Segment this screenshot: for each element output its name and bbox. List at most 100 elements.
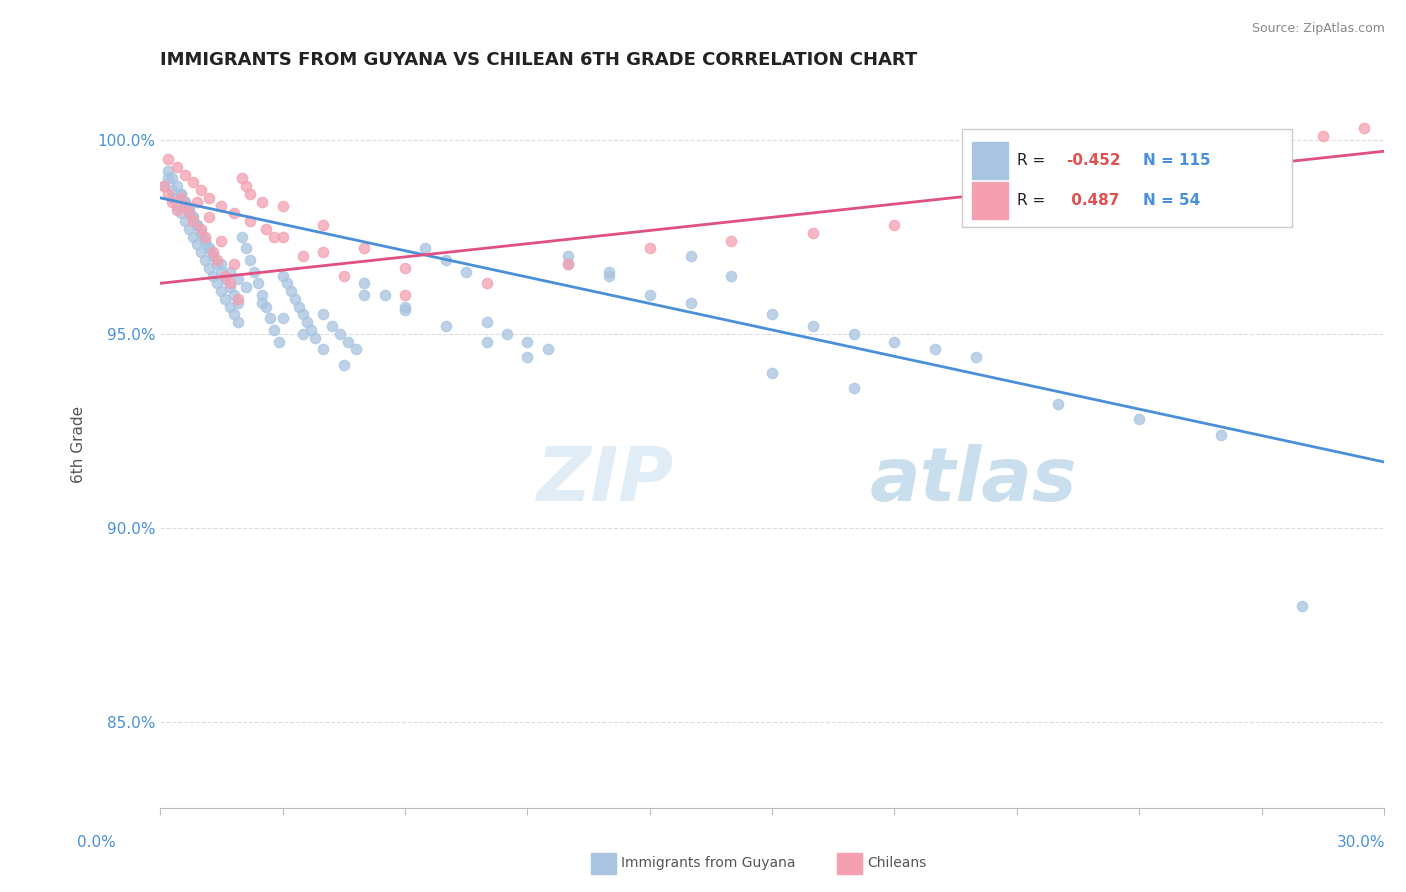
Point xyxy=(181,175,204,189)
Point xyxy=(194,229,217,244)
Point xyxy=(194,234,217,248)
Point xyxy=(965,350,987,364)
Point xyxy=(353,241,375,255)
Text: 30.0%: 30.0% xyxy=(1337,836,1385,850)
Point xyxy=(679,249,702,263)
Point xyxy=(153,179,176,194)
Point xyxy=(434,318,457,333)
Point xyxy=(842,326,865,341)
Point xyxy=(720,268,742,283)
Point xyxy=(496,326,519,341)
Point xyxy=(162,194,184,209)
Point xyxy=(271,229,294,244)
Point xyxy=(353,277,375,291)
Point xyxy=(222,206,245,220)
Point xyxy=(198,211,221,225)
Point xyxy=(475,315,498,329)
Point xyxy=(194,234,217,248)
Point xyxy=(177,206,200,220)
Point xyxy=(761,307,783,321)
Point xyxy=(353,288,375,302)
Point xyxy=(222,307,245,321)
Point xyxy=(157,163,180,178)
Point xyxy=(263,229,285,244)
Point xyxy=(312,218,335,232)
Point xyxy=(162,191,184,205)
Point xyxy=(214,268,236,283)
Point xyxy=(1209,427,1232,442)
Point xyxy=(344,343,367,357)
Point xyxy=(166,199,188,213)
Point xyxy=(186,218,208,232)
Point xyxy=(1353,120,1375,135)
Point xyxy=(218,280,240,294)
Point xyxy=(333,358,356,372)
Point xyxy=(177,202,200,217)
Point xyxy=(1128,412,1150,426)
Text: ZIP: ZIP xyxy=(537,444,675,517)
Point xyxy=(209,284,232,298)
Point xyxy=(259,311,281,326)
Point xyxy=(720,234,742,248)
Point xyxy=(394,260,416,275)
Point xyxy=(226,292,249,306)
Point xyxy=(291,249,314,263)
Point xyxy=(181,229,204,244)
Point xyxy=(475,334,498,349)
Point xyxy=(209,257,232,271)
Point xyxy=(235,179,257,194)
Point xyxy=(202,249,225,263)
Point xyxy=(239,186,262,201)
Point xyxy=(218,300,240,314)
Point xyxy=(557,257,579,271)
Point xyxy=(456,265,478,279)
Text: 0.0%: 0.0% xyxy=(77,836,117,850)
Text: Immigrants from Guyana: Immigrants from Guyana xyxy=(621,856,796,871)
Bar xyxy=(972,182,1008,219)
Text: R =: R = xyxy=(1017,193,1050,208)
Point xyxy=(186,194,208,209)
Point xyxy=(153,179,176,194)
Point xyxy=(638,288,661,302)
Bar xyxy=(972,142,1008,179)
Point xyxy=(250,295,273,310)
Point xyxy=(231,171,253,186)
Point xyxy=(198,191,221,205)
Point xyxy=(883,334,905,349)
Point xyxy=(166,160,188,174)
Point xyxy=(243,265,266,279)
Point xyxy=(218,265,240,279)
Point xyxy=(239,214,262,228)
Point xyxy=(190,245,212,260)
Point xyxy=(271,199,294,213)
Point xyxy=(598,268,620,283)
Point xyxy=(207,252,229,267)
Point xyxy=(801,318,824,333)
Point xyxy=(394,288,416,302)
Text: Source: ZipAtlas.com: Source: ZipAtlas.com xyxy=(1251,22,1385,36)
Point xyxy=(434,252,457,267)
Point xyxy=(475,277,498,291)
Point xyxy=(312,307,335,321)
Point xyxy=(181,211,204,225)
Point xyxy=(181,214,204,228)
Point xyxy=(1046,202,1069,217)
Point xyxy=(394,300,416,314)
Point xyxy=(329,326,352,341)
Point xyxy=(321,318,343,333)
Point xyxy=(177,202,200,217)
Point xyxy=(516,334,538,349)
Point xyxy=(965,211,987,225)
Point xyxy=(333,268,356,283)
Point xyxy=(280,284,302,298)
Point xyxy=(374,288,396,302)
Point xyxy=(173,168,195,182)
Point xyxy=(516,350,538,364)
Point xyxy=(202,249,225,263)
Point xyxy=(157,152,180,166)
Point xyxy=(162,183,184,197)
Point xyxy=(186,237,208,252)
Text: 0.487: 0.487 xyxy=(1066,193,1119,208)
Point xyxy=(247,277,270,291)
Point xyxy=(271,268,294,283)
